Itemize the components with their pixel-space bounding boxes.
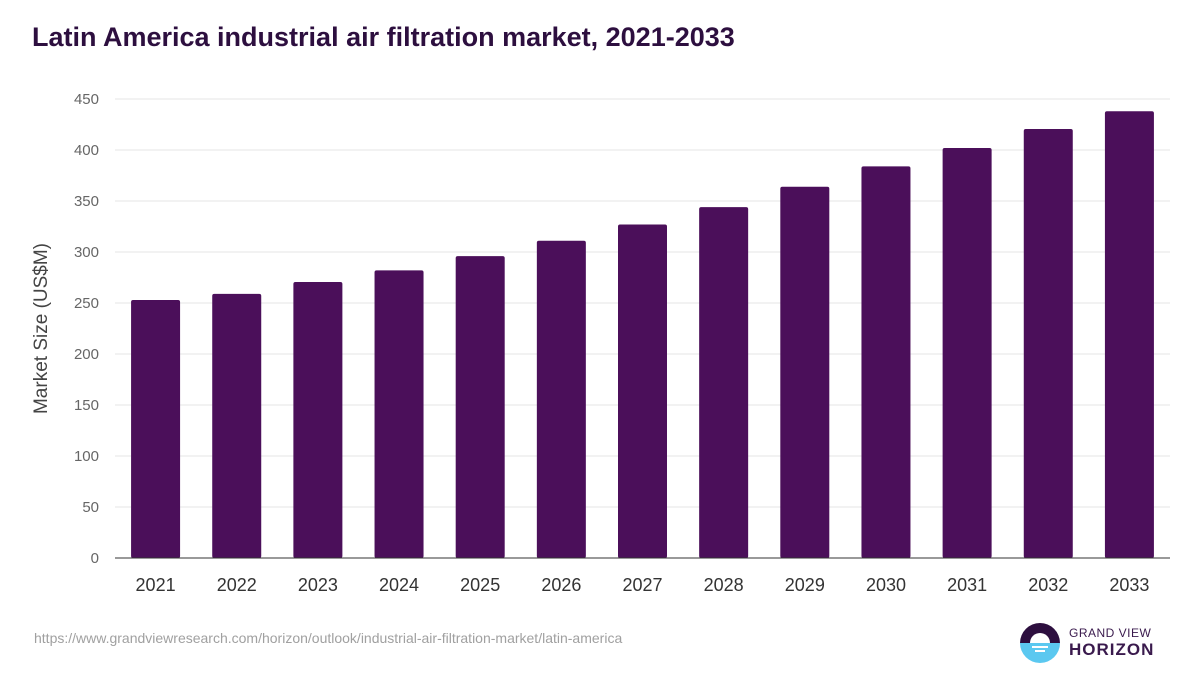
logo-line2: HORIZON (1069, 640, 1155, 659)
x-tick-label: 2033 (1109, 575, 1149, 595)
bar-2027 (618, 224, 667, 558)
bar-2023 (293, 281, 343, 558)
y-tick-label: 250 (74, 295, 99, 312)
source-url[interactable]: https://www.grandviewresearch.com/horizo… (34, 630, 623, 646)
bar-2021 (131, 299, 181, 558)
bar-2022 (212, 293, 262, 558)
x-tick-label: 2031 (947, 575, 987, 595)
y-tick-label: 50 (82, 499, 99, 516)
horizon-logo-icon (1020, 623, 1060, 663)
x-tick-label: 2024 (379, 575, 419, 595)
x-tick-label: 2028 (704, 575, 744, 595)
bar-2031 (942, 147, 992, 558)
bar-2033 (1104, 111, 1154, 559)
logo: GRAND VIEW HORIZON (1019, 622, 1154, 664)
y-tick-label: 450 (74, 91, 99, 108)
bar-2028 (699, 207, 749, 558)
bar-2032 (1023, 128, 1073, 558)
bar-2029 (780, 186, 830, 558)
x-tick-label: 2021 (136, 575, 176, 595)
x-tick-label: 2030 (866, 575, 906, 595)
bar-2025 (455, 256, 505, 558)
y-tick-label: 0 (91, 550, 99, 567)
bar-chart: 0 50 100 150 200 250 300 350 400 450 2021 2022 2023 2… (31, 91, 1170, 595)
x-tick-label: 2029 (785, 575, 825, 595)
x-tick-label: 2032 (1028, 575, 1068, 595)
logo-line1: GRAND VIEW (1069, 626, 1152, 640)
chart-title: Latin America industrial air filtration … (32, 22, 735, 52)
x-tick-label: 2023 (298, 575, 338, 595)
y-tick-label: 400 (74, 142, 99, 159)
bar-2030 (861, 166, 911, 558)
y-tick-label: 100 (74, 448, 99, 465)
bar-2024 (374, 270, 424, 558)
y-tick-label: 350 (74, 193, 99, 210)
x-tick-label: 2026 (541, 575, 581, 595)
x-tick-label: 2022 (217, 575, 257, 595)
y-tick-label: 150 (74, 397, 99, 414)
y-axis-label: Market Size (US$M) (31, 243, 52, 414)
x-tick-label: 2027 (622, 575, 662, 595)
y-tick-label: 300 (74, 244, 99, 261)
x-tick-label: 2025 (460, 575, 500, 595)
y-tick-label: 200 (74, 346, 99, 363)
bar-2026 (536, 240, 586, 558)
